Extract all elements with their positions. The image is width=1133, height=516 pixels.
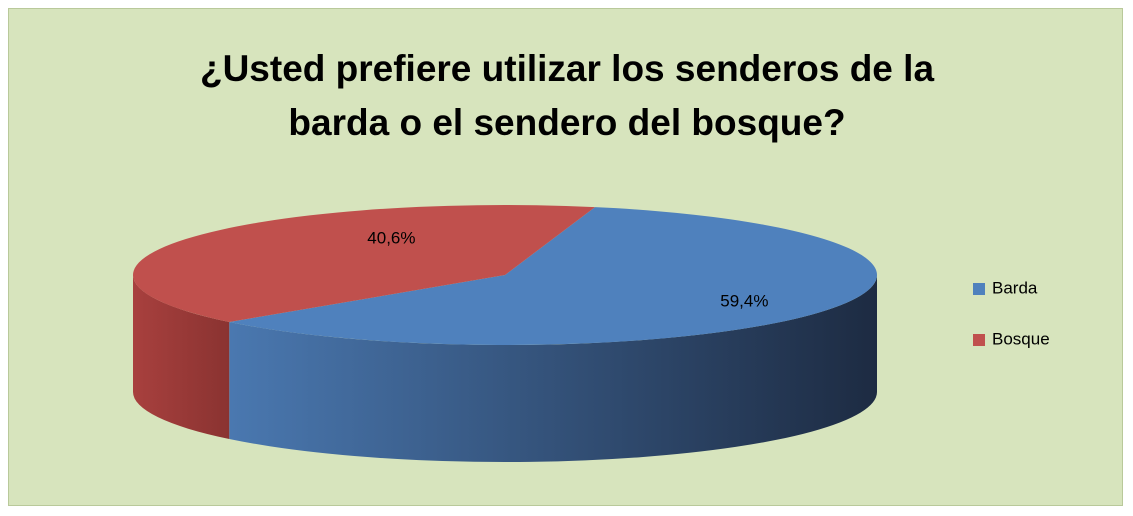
legend-label: Barda (992, 278, 1038, 297)
data-label: 40,6% (367, 228, 415, 247)
legend-label: Bosque (992, 329, 1050, 348)
legend-swatch (973, 334, 985, 346)
chart-title: ¿Usted prefiere utilizar los senderos de… (199, 48, 935, 143)
slice (132, 205, 595, 322)
slice-side (133, 275, 230, 439)
slice-side (229, 275, 877, 462)
data-label: 59,4% (720, 291, 768, 310)
slice (229, 207, 878, 345)
legend-swatch (973, 283, 985, 295)
